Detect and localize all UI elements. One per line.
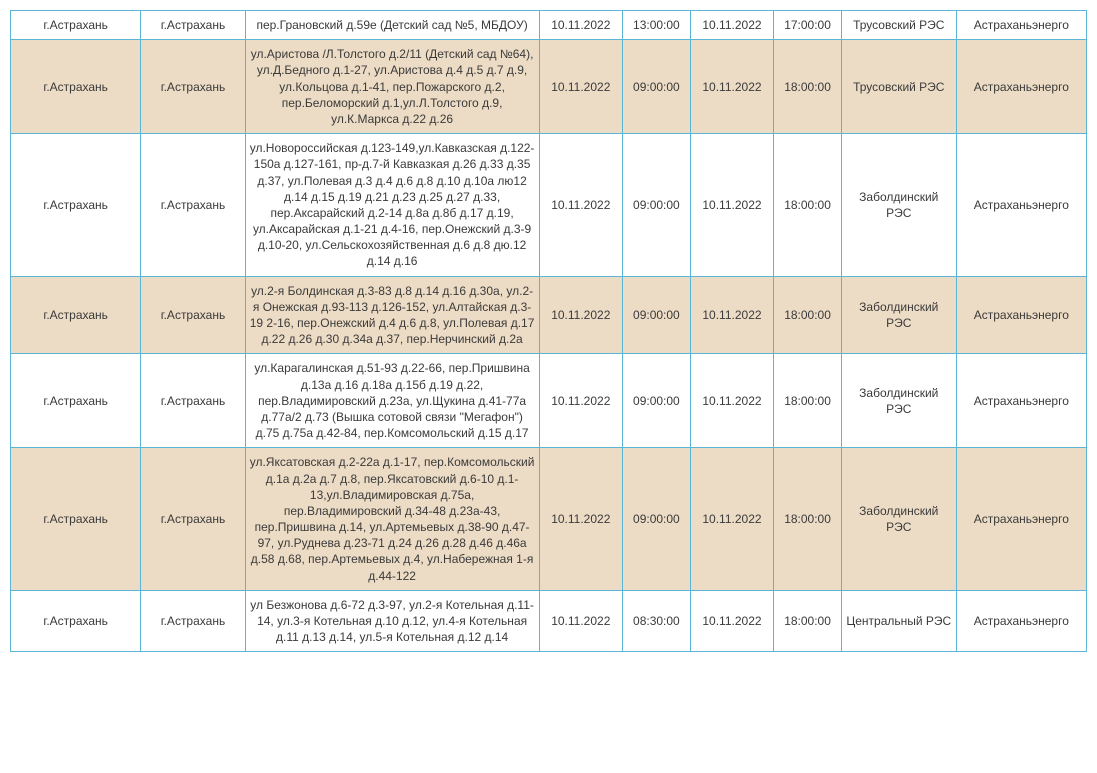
cell-time-to: 18:00:00 [774, 354, 842, 448]
cell-time-from: 09:00:00 [623, 276, 691, 354]
cell-org: Астраханьэнерго [956, 134, 1086, 277]
cell-city1: г.Астрахань [11, 590, 141, 652]
cell-org: Астраханьэнерго [956, 11, 1086, 40]
cell-city2: г.Астрахань [141, 276, 245, 354]
table-row: г.Астраханьг.Астраханьул.Аристова /Л.Тол… [11, 40, 1087, 134]
cell-date-from: 10.11.2022 [539, 134, 622, 277]
cell-time-to: 18:00:00 [774, 448, 842, 591]
cell-city1: г.Астрахань [11, 276, 141, 354]
cell-date-from: 10.11.2022 [539, 40, 622, 134]
cell-time-from: 09:00:00 [623, 40, 691, 134]
cell-time-from: 09:00:00 [623, 448, 691, 591]
cell-org: Астраханьэнерго [956, 590, 1086, 652]
cell-date-from: 10.11.2022 [539, 448, 622, 591]
cell-date-from: 10.11.2022 [539, 276, 622, 354]
cell-time-from: 09:00:00 [623, 354, 691, 448]
cell-city1: г.Астрахань [11, 40, 141, 134]
cell-time-to: 18:00:00 [774, 276, 842, 354]
cell-time-from: 13:00:00 [623, 11, 691, 40]
cell-date-from: 10.11.2022 [539, 590, 622, 652]
cell-city1: г.Астрахань [11, 134, 141, 277]
cell-res: Заболдинский РЭС [841, 134, 956, 277]
cell-res: Центральный РЭС [841, 590, 956, 652]
cell-city2: г.Астрахань [141, 354, 245, 448]
cell-address: пер.Грановский д.59е (Детский сад №5, МБ… [245, 11, 539, 40]
cell-address: ул.Яксатовская д.2-22а д.1-17, пер.Комсо… [245, 448, 539, 591]
cell-res: Заболдинский РЭС [841, 276, 956, 354]
cell-org: Астраханьэнерго [956, 40, 1086, 134]
cell-org: Астраханьэнерго [956, 448, 1086, 591]
cell-city2: г.Астрахань [141, 40, 245, 134]
cell-date-to: 10.11.2022 [690, 448, 773, 591]
cell-address: ул.Карагалинская д.51-93 д.22-66, пер.Пр… [245, 354, 539, 448]
cell-address: ул.Новороссийская д.123-149,ул.Кавказска… [245, 134, 539, 277]
cell-city2: г.Астрахань [141, 11, 245, 40]
cell-city1: г.Астрахань [11, 11, 141, 40]
cell-org: Астраханьэнерго [956, 276, 1086, 354]
table-row: г.Астраханьг.Астраханьул.2-я Болдинская … [11, 276, 1087, 354]
cell-date-to: 10.11.2022 [690, 354, 773, 448]
cell-res: Заболдинский РЭС [841, 448, 956, 591]
outage-schedule-table: г.Астраханьг.Астраханьпер.Грановский д.5… [10, 10, 1087, 652]
cell-res: Трусовский РЭС [841, 40, 956, 134]
cell-time-from: 08:30:00 [623, 590, 691, 652]
cell-date-to: 10.11.2022 [690, 11, 773, 40]
cell-date-from: 10.11.2022 [539, 354, 622, 448]
table-row: г.Астраханьг.Астраханьул.Новороссийская … [11, 134, 1087, 277]
cell-time-to: 18:00:00 [774, 134, 842, 277]
cell-time-to: 18:00:00 [774, 40, 842, 134]
cell-org: Астраханьэнерго [956, 354, 1086, 448]
cell-date-to: 10.11.2022 [690, 134, 773, 277]
cell-city2: г.Астрахань [141, 134, 245, 277]
table-row: г.Астраханьг.Астраханьул.Яксатовская д.2… [11, 448, 1087, 591]
cell-date-from: 10.11.2022 [539, 11, 622, 40]
cell-city2: г.Астрахань [141, 590, 245, 652]
cell-address: ул Безжонова д.6-72 д.3-97, ул.2-я Котел… [245, 590, 539, 652]
cell-res: Заболдинский РЭС [841, 354, 956, 448]
table-row: г.Астраханьг.Астраханьул Безжонова д.6-7… [11, 590, 1087, 652]
cell-city2: г.Астрахань [141, 448, 245, 591]
table-body: г.Астраханьг.Астраханьпер.Грановский д.5… [11, 11, 1087, 652]
cell-city1: г.Астрахань [11, 354, 141, 448]
cell-time-to: 17:00:00 [774, 11, 842, 40]
cell-city1: г.Астрахань [11, 448, 141, 591]
cell-address: ул.Аристова /Л.Толстого д.2/11 (Детский … [245, 40, 539, 134]
table-row: г.Астраханьг.Астраханьул.Карагалинская д… [11, 354, 1087, 448]
cell-time-from: 09:00:00 [623, 134, 691, 277]
cell-address: ул.2-я Болдинская д.3-83 д.8 д.14 д.16 д… [245, 276, 539, 354]
cell-date-to: 10.11.2022 [690, 276, 773, 354]
cell-date-to: 10.11.2022 [690, 590, 773, 652]
cell-res: Трусовский РЭС [841, 11, 956, 40]
table-row: г.Астраханьг.Астраханьпер.Грановский д.5… [11, 11, 1087, 40]
cell-date-to: 10.11.2022 [690, 40, 773, 134]
cell-time-to: 18:00:00 [774, 590, 842, 652]
